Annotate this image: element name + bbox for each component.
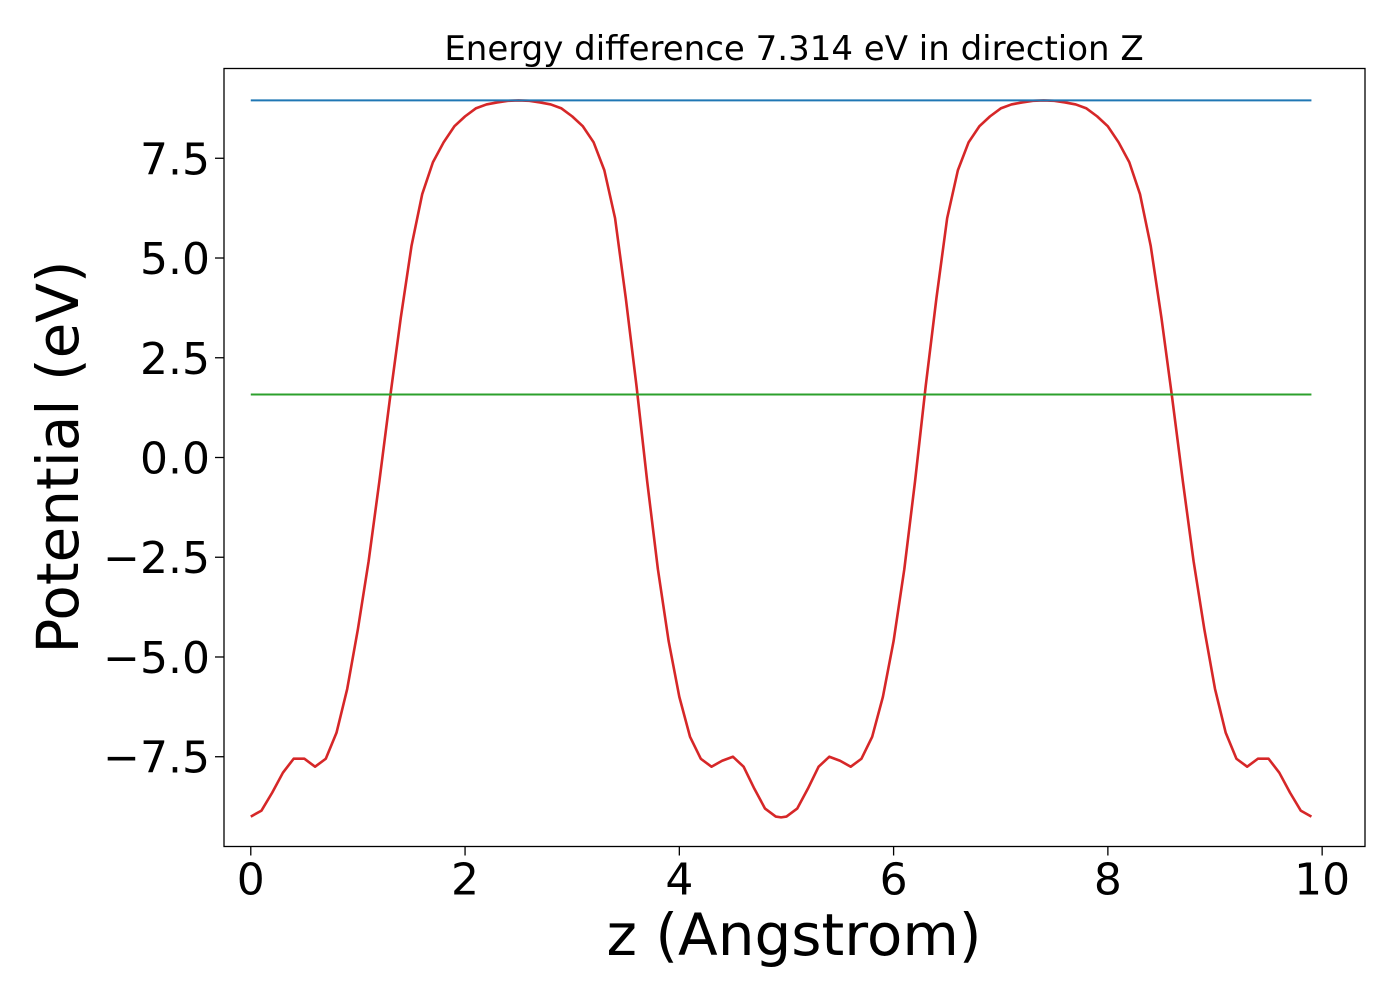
y-tick-label: 5.0	[140, 234, 210, 285]
y-tick-label: −7.5	[103, 733, 210, 784]
y-tick-label: 0.0	[140, 434, 210, 485]
y-tick-label: 2.5	[140, 334, 210, 385]
x-tick-label: 8	[1094, 855, 1122, 906]
y-tick-label: −2.5	[103, 533, 210, 584]
y-tick-label: −5.0	[103, 633, 210, 684]
y-axis: −7.5 −5.0 −2.5 0.0 2.5 5.0 7.5	[103, 134, 224, 784]
x-axis-label: z (Angstrom)	[607, 901, 982, 969]
y-tick-label: 7.5	[140, 134, 210, 185]
plot-frame	[223, 67, 1366, 848]
series-line-0	[250, 99, 1313, 819]
plot-series	[250, 99, 1313, 819]
chart-title: Energy difference 7.314 eV in direction …	[444, 29, 1143, 69]
x-tick-label: 6	[880, 855, 908, 906]
x-axis: 0 2 4 6 8 10	[237, 846, 1350, 906]
x-tick-label: 4	[665, 855, 693, 906]
x-tick-label: 0	[237, 855, 265, 906]
x-tick-label: 2	[451, 855, 479, 906]
x-tick-label: 10	[1294, 855, 1350, 906]
y-axis-label: Potential (eV)	[24, 260, 92, 653]
